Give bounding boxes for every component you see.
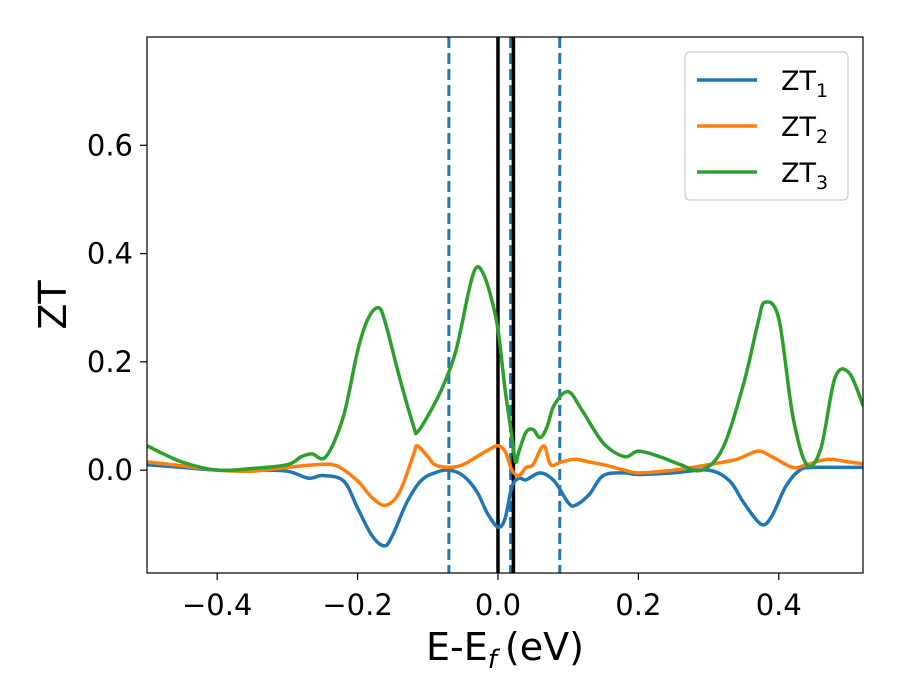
y-axis-ticks: 0.0 0.2 0.4 0.6 [87, 128, 147, 487]
legend-box [684, 51, 849, 201]
y-tick-label: 0.2 [87, 345, 133, 379]
legend-label-main: ZT [781, 66, 816, 97]
legend-label-subscript: 2 [816, 126, 828, 148]
y-tick-label: 0.0 [87, 453, 133, 487]
series-line-zt2 [147, 443, 863, 508]
x-tick-label: 0.4 [756, 588, 802, 622]
x-axis-ticks: −0.4 −0.2 0.0 0.2 0.4 [182, 573, 802, 622]
x-axis-title-main: E-E [426, 625, 488, 669]
x-axis-title-unit: (eV) [505, 625, 584, 669]
legend-label-zt1: ZT1 [781, 66, 828, 102]
series-line-zt3 [147, 265, 863, 473]
legend-label-zt2: ZT2 [781, 112, 828, 148]
legend-label-subscript: 3 [816, 172, 828, 194]
x-tick-label: −0.2 [322, 588, 392, 622]
legend-label-main: ZT [781, 158, 816, 189]
series-layer [147, 265, 863, 548]
x-tick-label: −0.4 [182, 588, 252, 622]
legend-label-zt3: ZT3 [781, 158, 828, 194]
x-tick-label: 0.2 [615, 588, 661, 622]
plot-frame [146, 36, 864, 574]
y-tick-label: 0.6 [87, 128, 133, 162]
x-axis-title-subscript: f [488, 645, 501, 675]
legend-label-main: ZT [781, 112, 816, 143]
x-tick-label: 0.0 [475, 588, 521, 622]
series-line-zt1 [147, 462, 863, 548]
legend-label-subscript: 1 [816, 80, 828, 102]
y-axis-title: ZT [31, 280, 75, 330]
x-axis-title: E-Ef (eV) [426, 625, 584, 675]
y-tick-label: 0.4 [87, 237, 133, 271]
